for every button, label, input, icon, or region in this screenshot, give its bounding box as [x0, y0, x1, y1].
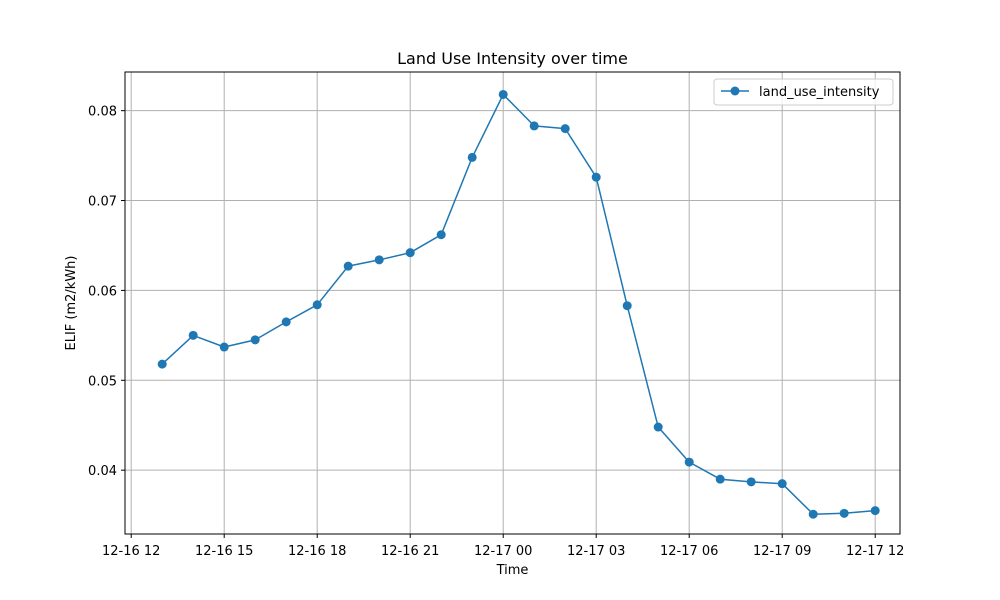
x-tick-label: 12-16 12	[102, 544, 160, 559]
data-point	[343, 261, 353, 271]
series-group	[157, 89, 880, 519]
legend-box	[713, 78, 894, 106]
x-tick-label: 12-16 21	[381, 544, 439, 559]
x-axis-label: Time	[496, 563, 529, 578]
x-tick-label: 12-16 15	[195, 544, 253, 559]
data-point	[839, 508, 849, 518]
y-tick-label: 0.04	[88, 464, 117, 479]
data-point	[777, 479, 787, 489]
data-point	[467, 152, 477, 162]
data-point	[157, 359, 167, 369]
data-point	[529, 121, 539, 131]
data-point	[746, 477, 756, 487]
x-tick-label: 12-17 03	[567, 544, 625, 559]
y-tick-label: 0.08	[88, 105, 117, 120]
series-line	[161, 93, 876, 515]
y-axis-label: ELIF (m2/kWh)	[64, 256, 79, 351]
data-point	[808, 509, 818, 519]
data-point	[436, 230, 446, 240]
legend: land_use_intensity	[713, 78, 894, 106]
x-tick-label: 12-17 00	[474, 544, 532, 559]
data-point	[405, 248, 415, 258]
data-point	[715, 474, 725, 484]
data-point	[250, 335, 260, 345]
legend-marker	[730, 86, 740, 96]
data-point	[684, 457, 694, 467]
data-point	[188, 330, 198, 340]
data-point	[560, 124, 570, 134]
data-point	[498, 89, 508, 99]
y-tick-label: 0.06	[88, 284, 117, 299]
y-tick-label: 0.07	[88, 195, 117, 210]
legend-label: land_use_intensity	[759, 85, 880, 100]
ticks: 12-16 12 12-16 15 12-16 18 12-16 21 12-17 00…	[88, 105, 904, 559]
data-point	[219, 342, 229, 352]
chart-title: Land Use Intensity over time	[397, 49, 628, 68]
plot-frame	[124, 71, 901, 535]
data-point	[312, 300, 322, 310]
data-point	[870, 506, 880, 516]
x-tick-label: 12-17 06	[660, 544, 718, 559]
data-point	[374, 255, 384, 265]
x-tick-label: 12-17 09	[753, 544, 811, 559]
data-point	[622, 301, 632, 311]
x-tick-label: 12-16 18	[288, 544, 346, 559]
data-point	[653, 422, 663, 432]
x-tick-label: 12-17 12	[846, 544, 904, 559]
data-point	[591, 172, 601, 182]
data-point	[281, 317, 291, 327]
y-tick-label: 0.05	[88, 374, 117, 389]
